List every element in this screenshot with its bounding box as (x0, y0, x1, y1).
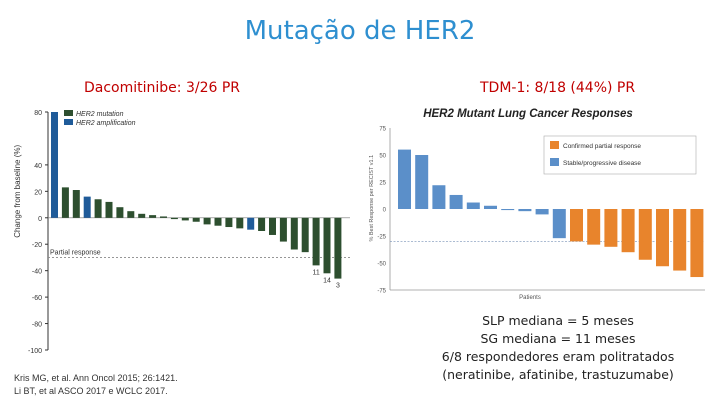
bar (127, 211, 135, 218)
bar (334, 217, 342, 279)
note-3: 6/8 respondedores eram politratados (441, 349, 675, 364)
legend-entry: HER2 amplification (76, 120, 136, 127)
x-axis-label: Patients (519, 295, 541, 301)
y-tick-label: -100 (28, 348, 42, 355)
bar (501, 209, 515, 211)
bar (149, 215, 157, 218)
bar-label: 14 (323, 277, 331, 284)
y-tick-label: 75 (379, 127, 386, 133)
bar (236, 217, 244, 229)
bar (290, 217, 298, 250)
y-tick-label: -50 (377, 262, 386, 268)
bar (535, 209, 549, 215)
y-axis-label: Change from baseline (%) (13, 145, 22, 238)
bar (170, 217, 178, 220)
partial-response-label: Partial response (50, 249, 101, 256)
bar (604, 209, 618, 247)
y-axis-label: % Best Response per RECIST v1.1 (369, 155, 375, 242)
bar (312, 217, 320, 266)
bar (51, 112, 58, 218)
bar (225, 217, 233, 228)
bar (484, 205, 497, 209)
y-tick-label: -75 (377, 289, 386, 295)
bar (415, 155, 429, 209)
y-tick-label: 40 (34, 163, 42, 170)
y-tick-label: -20 (32, 242, 42, 249)
bar (72, 190, 80, 218)
bar (656, 209, 669, 267)
bar (160, 216, 167, 218)
legend-swatch (64, 119, 73, 125)
bar (323, 217, 331, 274)
bar (279, 217, 287, 242)
bar (192, 217, 200, 222)
y-tick-label: 20 (34, 189, 42, 196)
y-tick-label: 80 (34, 110, 42, 117)
bar-label: 11 (312, 269, 319, 276)
reference-2: Li BT, et al ASCO 2017 e WCLC 2017. (14, 386, 168, 396)
legend-entry: HER2 mutation (76, 111, 124, 118)
bar-label: 3 (336, 283, 340, 290)
dacomitinib-waterfall-chart: 80 40 20 0 -20 -40 -60 -80 -100 Change from basel… (13, 110, 350, 355)
y-tick-label: 0 (383, 208, 387, 214)
left-chart-label: Dacomitinibe: 3/26 PR (84, 80, 241, 96)
reference-1: Kris MG, et al. Ann Oncol 2015; 26:1421. (14, 373, 178, 383)
legend-entry: Confirmed partial response (563, 143, 641, 150)
bar (258, 217, 266, 231)
y-tick-label: -80 (32, 322, 42, 329)
references: Kris MG, et al. Ann Oncol 2015; 26:1421.… (14, 372, 178, 398)
bar (690, 209, 704, 278)
note-4: (neratinibe, afatinibe, trastuzumabe) (442, 367, 674, 382)
bar (518, 209, 532, 212)
y-tick-label: 50 (379, 154, 386, 160)
page-title: Mutação de HER2 (244, 16, 476, 46)
bar (181, 217, 189, 221)
bar (214, 217, 222, 226)
bar (587, 209, 601, 245)
legend-swatch (64, 110, 73, 116)
tdm1-waterfall-chart: HER2 Mutant Lung Cancer Responses 75 50 25 0… (369, 108, 705, 301)
bar (203, 217, 211, 225)
summary-notes: SLP mediana = 5 meses SG mediana = 11 me… (430, 312, 686, 384)
y-tick-label: 25 (379, 181, 386, 187)
legend-box (543, 135, 697, 175)
y-tick-label: -60 (32, 295, 42, 302)
bar (570, 209, 583, 242)
bar (301, 217, 309, 253)
note-1: SLP mediana = 5 meses (482, 313, 634, 328)
bar (61, 187, 69, 218)
bar (269, 217, 276, 235)
bar (621, 209, 635, 253)
bar (449, 194, 463, 209)
legend-swatch (550, 158, 559, 166)
bar (105, 201, 113, 218)
right-chart-label: TDM-1: 8/18 (44%) PR (480, 80, 636, 96)
y-tick-label: -40 (32, 269, 42, 276)
bar (94, 199, 102, 218)
bar (552, 209, 566, 239)
bar (638, 209, 652, 260)
legend-swatch (550, 141, 559, 149)
bar (398, 149, 411, 209)
bar (83, 196, 91, 218)
bar (138, 213, 146, 218)
note-2: SG mediana = 11 meses (480, 331, 636, 346)
legend-entry: Stable/progressive disease (563, 160, 641, 167)
bar (116, 207, 124, 218)
bar (432, 185, 446, 209)
chart-title: HER2 Mutant Lung Cancer Responses (423, 108, 633, 120)
bar (673, 209, 687, 271)
y-tick-label: -25 (377, 235, 386, 241)
bar (466, 202, 480, 209)
bar (247, 217, 255, 230)
y-tick-label: 0 (38, 216, 42, 223)
